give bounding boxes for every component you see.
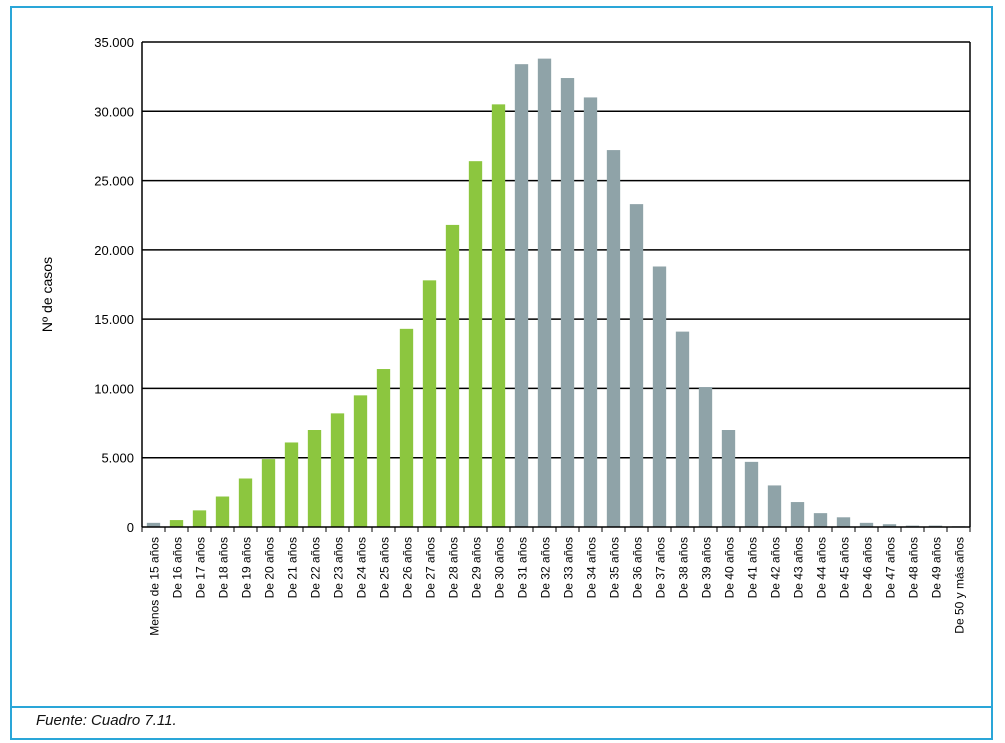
x-category-label: De 29 años <box>470 537 484 598</box>
bar <box>836 517 851 527</box>
x-category-label: De 31 años <box>516 537 530 598</box>
y-tick-label: 15.000 <box>94 312 134 327</box>
bar <box>399 328 414 527</box>
bar <box>882 524 897 527</box>
gridlines <box>142 41 970 459</box>
bar <box>169 520 184 527</box>
x-category-label: De 17 años <box>194 537 208 598</box>
x-category-label: De 24 años <box>355 537 369 598</box>
bar <box>330 413 345 527</box>
bar <box>468 161 483 527</box>
bar <box>445 224 460 527</box>
x-category-label: De 26 años <box>401 537 415 598</box>
x-category-label: De 22 años <box>309 537 323 598</box>
x-category-label: De 50 y más años <box>953 537 967 634</box>
y-tick-labels: 0 5.000 10.000 15.000 20.000 25.000 30.000 35.0… <box>94 35 134 535</box>
bar <box>261 459 276 527</box>
x-category-label: De 36 años <box>631 537 645 598</box>
x-category-label: De 46 años <box>861 537 875 598</box>
bar <box>307 430 322 527</box>
bar <box>353 395 368 527</box>
x-category-label: De 42 años <box>769 537 783 598</box>
source-note: Fuente: Cuadro 7.11. <box>36 712 177 729</box>
x-category-label: De 44 años <box>815 537 829 598</box>
bar <box>629 204 644 527</box>
bar <box>859 522 874 527</box>
x-category-label: Menos de 15 años <box>148 537 162 636</box>
bar <box>284 442 299 527</box>
bar <box>376 369 391 527</box>
bar <box>698 387 713 527</box>
x-category-label: De 48 años <box>907 537 921 598</box>
bar <box>767 485 782 527</box>
x-category-label: De 40 años <box>723 537 737 598</box>
x-category-label: De 18 años <box>217 537 231 598</box>
bar <box>721 430 736 527</box>
bar <box>514 64 529 528</box>
x-category-label: De 32 años <box>539 537 553 598</box>
x-category-label: De 20 años <box>263 537 277 598</box>
y-tick-label: 0 <box>127 520 134 535</box>
bar <box>790 502 805 527</box>
x-category-label: De 41 años <box>746 537 760 598</box>
bar <box>422 280 437 527</box>
x-category-label: De 33 años <box>562 537 576 598</box>
x-category-label: De 43 años <box>792 537 806 598</box>
bar <box>491 104 506 527</box>
bar <box>238 478 253 527</box>
x-category-label: De 49 años <box>930 537 944 598</box>
y-tick-label: 5.000 <box>101 451 134 466</box>
y-axis-title: Nº de casos <box>39 257 55 332</box>
x-category-label: De 19 años <box>240 537 254 598</box>
bar <box>192 510 207 527</box>
y-tick-label: 25.000 <box>94 174 134 189</box>
bar <box>675 331 690 527</box>
x-category-label: De 34 años <box>585 537 599 598</box>
x-category-label: De 38 años <box>677 537 691 598</box>
footer-divider <box>10 706 993 708</box>
bar <box>583 97 598 527</box>
x-category-label: De 28 años <box>447 537 461 598</box>
x-category-label: De 45 años <box>838 537 852 598</box>
bar <box>652 266 667 527</box>
x-category-labels: Menos de 15 años De 16 años De 17 años De 1… <box>148 537 967 636</box>
x-category-label: De 35 años <box>608 537 622 598</box>
axes <box>141 42 971 532</box>
x-category-label: De 37 años <box>654 537 668 598</box>
bar <box>813 513 828 527</box>
x-category-label: De 21 años <box>286 537 300 598</box>
bar <box>744 461 759 527</box>
bar <box>606 150 621 528</box>
bar <box>537 58 552 527</box>
x-category-label: De 39 años <box>700 537 714 598</box>
y-tick-label: 35.000 <box>94 35 134 50</box>
y-tick-label: 30.000 <box>94 104 134 119</box>
bar <box>146 522 161 527</box>
bar-chart: 0 5.000 10.000 15.000 20.000 25.000 30.000 35.0… <box>39 35 971 636</box>
x-category-label: De 16 años <box>171 537 185 598</box>
y-tick-label: 10.000 <box>94 381 134 396</box>
bar <box>215 496 230 527</box>
x-category-label: De 25 años <box>378 537 392 598</box>
y-tick-label: 20.000 <box>94 243 134 258</box>
x-category-label: De 30 años <box>493 537 507 598</box>
x-category-label: De 23 años <box>332 537 346 598</box>
x-category-label: De 27 años <box>424 537 438 598</box>
bars <box>146 58 966 528</box>
x-category-label: De 47 años <box>884 537 898 598</box>
bar <box>560 78 575 528</box>
